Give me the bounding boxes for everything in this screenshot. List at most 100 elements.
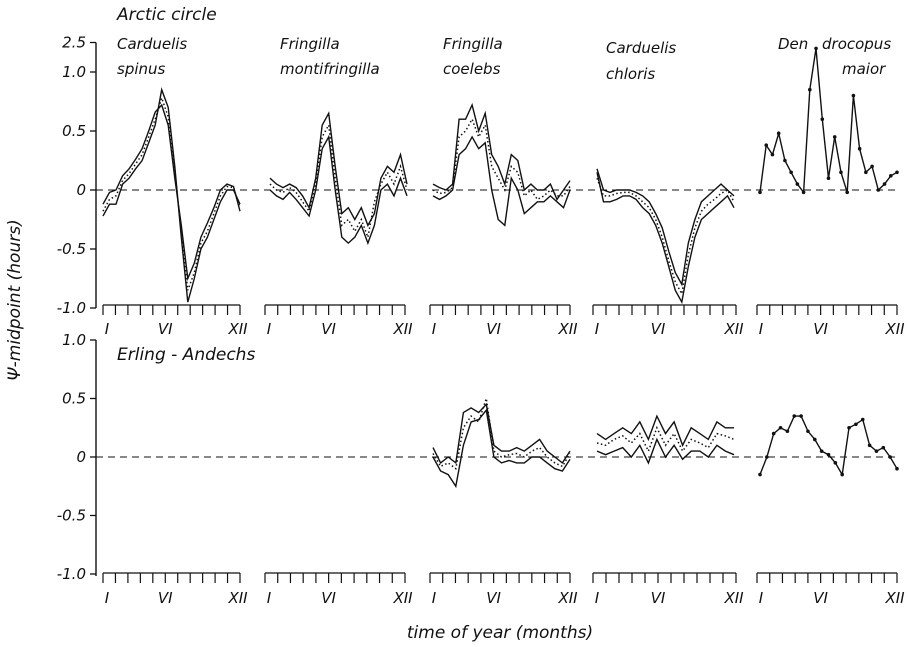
series-point [833, 461, 838, 465]
species-name: chloris [606, 65, 655, 83]
series-point [795, 182, 800, 186]
series-line [596, 168, 735, 287]
series-point [758, 472, 762, 477]
x-axis-label: time of year (months) [407, 623, 593, 643]
month-label: VI [486, 320, 501, 338]
month-label: I [595, 589, 600, 607]
series-point [847, 425, 851, 430]
series-line [432, 102, 571, 201]
series-point [888, 174, 893, 178]
month-label: VI [158, 589, 173, 607]
species-name: Fringilla [280, 35, 340, 53]
species-name: montifringilla [280, 60, 380, 78]
series-line [432, 135, 571, 227]
series-point [839, 170, 843, 175]
series-point [765, 455, 769, 459]
series-point [867, 443, 872, 448]
month-label: XII [884, 589, 905, 607]
month-label: XII [227, 589, 248, 607]
series-line [432, 402, 571, 465]
series-point [764, 143, 769, 147]
series-point [882, 182, 887, 186]
series-line [596, 437, 735, 465]
series-line [269, 134, 408, 246]
series-point [851, 93, 856, 98]
series-point [895, 170, 899, 175]
series-point [814, 46, 818, 51]
month-label: XII [392, 320, 413, 338]
series-point [785, 429, 790, 434]
series-line [102, 87, 241, 303]
series-point [819, 449, 824, 453]
series-point [826, 452, 831, 457]
month-label: I [267, 589, 272, 607]
series-point [770, 152, 775, 157]
series-point [778, 425, 783, 430]
y-tick-label: 1.0 [62, 331, 86, 349]
series-point [832, 135, 837, 139]
panel-title-arctic: Arctic circle [116, 5, 217, 25]
series-point [813, 437, 817, 442]
series-point [789, 170, 793, 175]
month-label: XII [392, 589, 413, 607]
panel-title-erling: Erling - Andechs [117, 345, 255, 365]
month-label: VI [651, 320, 666, 338]
y-tick-label: -0.5 [57, 507, 86, 525]
month-label: I [105, 320, 110, 338]
series-point [792, 414, 797, 418]
series-point [888, 455, 892, 459]
month-label: VI [158, 320, 173, 338]
month-label: I [432, 589, 437, 607]
y-tick-label: 0 [76, 181, 86, 199]
month-label: I [595, 320, 600, 338]
series-point [857, 146, 862, 151]
month-label: XII [884, 320, 905, 338]
series-point [799, 414, 803, 418]
month-label: I [759, 320, 764, 338]
series-line [269, 111, 408, 228]
series-point [864, 170, 868, 175]
series-point [806, 429, 810, 434]
month-label: I [105, 589, 110, 607]
series-point [874, 449, 879, 453]
series-line [269, 122, 408, 241]
series-point [820, 117, 825, 121]
series-line [596, 425, 735, 454]
y-axis-title: Ψ-midpoint (hours) [5, 219, 25, 380]
month-label: VI [813, 320, 828, 338]
month-label: I [267, 320, 272, 338]
species-name: coelebs [443, 60, 501, 78]
month-label: VI [321, 320, 336, 338]
series-point [801, 190, 806, 195]
species-name: maior [842, 60, 886, 78]
series-line [596, 172, 735, 305]
species-name: Den [778, 35, 808, 53]
series-point [840, 472, 844, 477]
species-name: Carduelis [606, 39, 676, 57]
month-label: XII [723, 589, 744, 607]
month-label: I [432, 320, 437, 338]
month-label: XII [557, 589, 578, 607]
y-tick-label: -0.5 [57, 240, 86, 258]
species-name: Fringilla [443, 35, 503, 53]
species-name: drocopus [822, 35, 891, 53]
series-point [854, 422, 858, 427]
y-tick-label: -1.0 [57, 299, 86, 317]
y-tick-label: -1.0 [57, 565, 86, 583]
month-label: XII [723, 320, 744, 338]
series-line [596, 177, 735, 297]
month-label: XII [557, 320, 578, 338]
y-tick-label: 0.5 [62, 390, 86, 408]
y-tick-label: 1.0 [62, 63, 86, 81]
y-tick-label: 2.5 [62, 34, 86, 52]
series-point [808, 87, 812, 92]
series-point [771, 431, 776, 436]
series-line [596, 414, 734, 448]
month-label: VI [321, 589, 336, 607]
series-point [783, 158, 787, 163]
series-line [759, 415, 898, 477]
series-point [845, 190, 849, 195]
series-point [776, 131, 781, 136]
month-label: VI [651, 589, 666, 607]
